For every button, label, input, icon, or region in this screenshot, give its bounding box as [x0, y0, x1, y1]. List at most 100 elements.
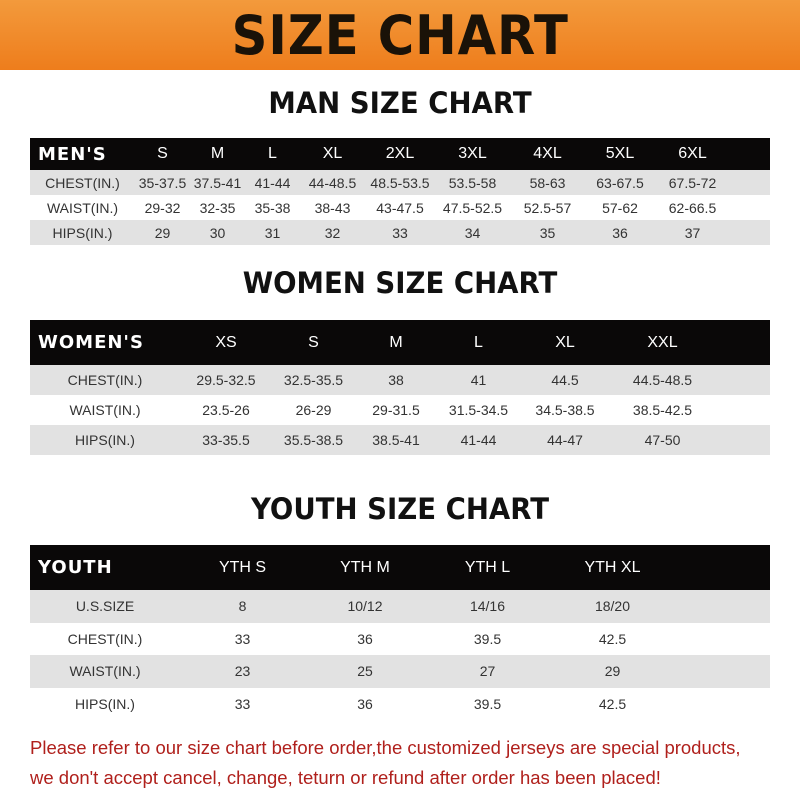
women-size-table: WOMEN'S XS S M L XL XXL CHEST(IN.) 29.5-32.5 32.5…	[30, 320, 770, 455]
table-cell: 44-47	[547, 432, 583, 448]
table-cell: 37.5-41	[193, 174, 242, 191]
table-cell: 41-44	[254, 174, 291, 191]
policy-note: Please refer to our size chart before or…	[30, 733, 790, 793]
table-row: CHEST(IN.) 35-37.5 37.5-41 41-44 44-48.5 48.5…	[30, 170, 770, 195]
table-cell: 32.5-35.5	[283, 372, 344, 388]
table-header-row: MEN'S S M L XL 2XL 3XL 4XL 5XL 6XL	[30, 138, 770, 170]
table-row: HIPS(IN.) 29 30 31 32 33 34 35 36 37	[30, 220, 770, 245]
table-cell: 29-31.5	[372, 402, 420, 418]
table-header-row: WOMEN'S XS S M L XL XXL	[30, 320, 770, 365]
table-cell: 5XL	[605, 145, 635, 162]
table-cell: 14/16	[469, 598, 506, 615]
table-cell: M	[389, 333, 403, 351]
table-cell: 38.5-42.5	[632, 402, 693, 418]
table-cell: XXL	[647, 333, 678, 351]
table-cell: 33	[234, 630, 251, 647]
table-cell: 36	[357, 695, 373, 712]
table-cell: L	[268, 145, 277, 162]
table-cell: 35-37.5	[138, 174, 187, 191]
table-cell: 23	[234, 663, 251, 680]
policy-note-line-2: we don't accept cancel, change, teturn o…	[30, 767, 661, 788]
table-cell: 29	[604, 663, 621, 680]
table-cell: 32	[324, 224, 341, 241]
table-cell: 35.5-38.5	[283, 432, 344, 448]
table-cell: 33-35.5	[202, 432, 250, 448]
table-cell: XL	[322, 145, 343, 162]
table-row: U.S.SIZE 8 10/12 14/16 18/20	[30, 590, 770, 623]
table-cell: YTH XL	[584, 558, 641, 576]
table-cell: 4XL	[533, 145, 562, 162]
table-cell: 33	[392, 224, 408, 241]
table-cell: YTH L	[464, 558, 511, 576]
table-cell: 27	[479, 663, 496, 680]
table-row: WAIST(IN.) 23 25 27 29	[30, 655, 770, 688]
table-cell: 18/20	[594, 598, 631, 615]
table-cell: 30	[209, 224, 226, 241]
table-cell: 26-29	[295, 402, 332, 418]
size-chart-banner: SIZE CHART	[0, 0, 800, 70]
table-cell: 38	[388, 372, 404, 388]
row-label: WAIST(IN.)	[69, 402, 141, 418]
table-cell: 58-63	[529, 174, 566, 191]
table-cell: 44.5	[551, 372, 579, 388]
youth-size-table: YOUTH YTH S YTH M YTH L YTH XL U.S.SIZE 8 10/12…	[30, 545, 770, 720]
table-cell: 34.5-38.5	[535, 402, 595, 418]
table-cell: 67.5-72	[668, 174, 717, 191]
table-cell: 39.5	[473, 695, 502, 712]
banner-title: SIZE CHART	[231, 3, 569, 67]
table-cell: 47-50	[644, 432, 681, 448]
table-cell: 8	[238, 598, 247, 615]
table-cell: 32-35	[199, 199, 236, 216]
table-cell: L	[474, 333, 483, 351]
table-cell: 38.5-41	[372, 432, 420, 448]
table-cell: 31.5-34.5	[448, 402, 509, 418]
table-cell: 35-38	[254, 199, 291, 216]
men-size-table: MEN'S S M L XL 2XL 3XL 4XL 5XL 6XL CHEST(IN.) 35-37…	[30, 138, 770, 245]
table-cell: 38-43	[314, 199, 351, 216]
table-cell: 33	[234, 695, 251, 712]
table-cell: 2XL	[385, 145, 415, 162]
row-label: HIPS(IN.)	[52, 224, 113, 241]
table-cell: S	[308, 333, 319, 351]
table-cell: M	[210, 145, 225, 162]
row-label: U.S.SIZE	[75, 598, 135, 615]
table-cell: 52.5-57	[523, 199, 572, 216]
women-chart-title: WOMEN SIZE CHART	[242, 266, 558, 300]
men-chart-title: MAN SIZE CHART	[268, 86, 532, 120]
table-cell: 41	[470, 372, 487, 388]
table-row: HIPS(IN.) 33 36 39.5 42.5	[30, 687, 770, 720]
table-row: WAIST(IN.) 23.5-26 26-29 29-31.5 31.5-34.5 34…	[30, 395, 770, 425]
table-cell: 63-67.5	[596, 174, 644, 191]
table-cell: 43-47.5	[376, 199, 424, 216]
table-cell: XS	[215, 333, 237, 351]
table-cell: 23.5-26	[202, 402, 250, 418]
table-cell: 35	[539, 224, 556, 241]
table-cell: 57-62	[602, 199, 638, 216]
table-cell: 29-32	[144, 199, 181, 216]
row-label: WAIST(IN.)	[46, 199, 119, 216]
table-cell: YTH M	[340, 558, 390, 576]
row-label: WAIST(IN.)	[69, 663, 141, 680]
table-cell: 44-48.5	[308, 174, 357, 191]
table-cell: 53.5-58	[448, 174, 497, 191]
policy-note-line-1: Please refer to our size chart before or…	[30, 737, 741, 758]
row-label: HIPS(IN.)	[75, 695, 135, 712]
row-label: MEN'S	[38, 143, 107, 165]
table-cell: 34	[464, 224, 481, 241]
table-cell: 29.5-32.5	[196, 372, 256, 388]
row-label: YOUTH	[38, 557, 113, 578]
row-label: CHEST(IN.)	[67, 630, 143, 647]
table-header-row: YOUTH YTH S YTH M YTH L YTH XL	[30, 545, 770, 590]
table-cell: 42.5	[598, 695, 627, 712]
table-cell: YTH S	[218, 558, 267, 576]
table-cell: 37	[684, 224, 701, 241]
table-cell: 3XL	[458, 145, 487, 162]
table-cell: 36	[357, 630, 373, 647]
table-row: CHEST(IN.) 29.5-32.5 32.5-35.5 38 41 44.5 44.5…	[30, 365, 770, 395]
table-row: HIPS(IN.) 33-35.5 35.5-38.5 38.5-41 41-44 44-…	[30, 425, 770, 455]
table-cell: 31	[264, 224, 281, 241]
table-row: WAIST(IN.) 29-32 32-35 35-38 38-43 43-47.5 47.…	[30, 195, 770, 220]
table-cell: 10/12	[347, 598, 383, 615]
table-cell: 36	[612, 224, 628, 241]
table-cell: 42.5	[598, 630, 627, 647]
